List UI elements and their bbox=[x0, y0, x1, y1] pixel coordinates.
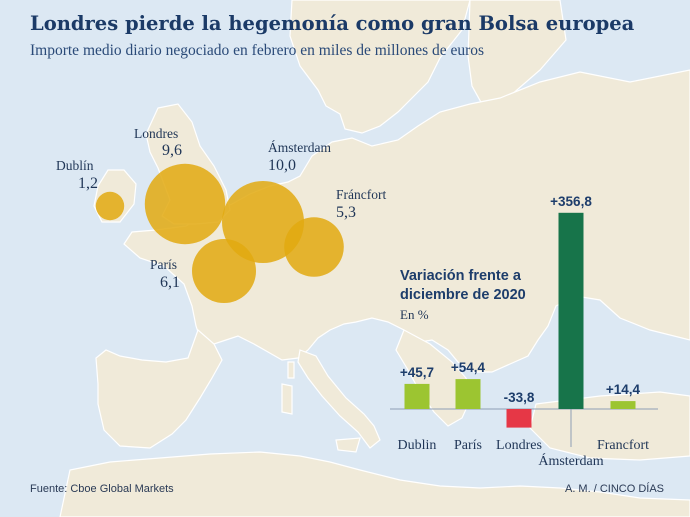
bar-2 bbox=[506, 409, 532, 428]
bubble-label-amsterdam: Ámsterdam bbox=[268, 140, 331, 155]
chart-subtitle: Importe medio diario negociado en febrer… bbox=[30, 42, 485, 59]
bar-1 bbox=[455, 379, 481, 409]
bubble-value-amsterdam: 10,0 bbox=[268, 157, 296, 174]
chart-title: Londres pierde la hegemonía como gran Bo… bbox=[30, 12, 635, 35]
bar-category-label-4: Francfort bbox=[597, 438, 649, 453]
map-iberia bbox=[95, 328, 223, 449]
bubble-value-paris: 6,1 bbox=[160, 274, 180, 291]
bar-category-label-0: Dublin bbox=[398, 438, 437, 453]
bar-value-label-1: +54,4 bbox=[451, 360, 486, 375]
bar-category-label-2: Londres bbox=[496, 438, 542, 453]
bubble-value-londres: 9,6 bbox=[162, 142, 182, 159]
map-sicily bbox=[335, 437, 361, 453]
bubble-amsterdam bbox=[222, 181, 304, 263]
credit-note: A. M. / CINCO DÍAS bbox=[564, 483, 664, 495]
bar-4 bbox=[610, 401, 636, 409]
bubble-label-dublin: Dublín bbox=[56, 158, 94, 173]
bar-value-label-3: +356,8 bbox=[550, 194, 592, 209]
bubble-dublin bbox=[95, 191, 125, 221]
bubble-label-francfort: Fráncfort bbox=[336, 187, 387, 202]
map-corsica bbox=[287, 361, 295, 379]
source-note: Fuente: Cboe Global Markets bbox=[30, 483, 174, 495]
bar-panel-unit: En % bbox=[400, 307, 429, 322]
bubble-value-dublin: 1,2 bbox=[78, 175, 98, 192]
bar-category-label-1: París bbox=[454, 438, 482, 453]
map-sardinia bbox=[281, 383, 293, 415]
bubble-label-londres: Londres bbox=[134, 126, 179, 141]
bubble-londres bbox=[144, 163, 226, 245]
bar-value-label-2: -33,8 bbox=[504, 390, 535, 405]
bar-value-label-0: +45,7 bbox=[400, 365, 434, 380]
bubble-label-paris: París bbox=[150, 257, 177, 272]
map-balkans bbox=[395, 329, 473, 427]
bar-panel-title: Variación frente a diciembre de 2020 bbox=[400, 268, 526, 303]
map-north-africa bbox=[59, 451, 690, 517]
map-scandinavia bbox=[289, 0, 471, 134]
bar-category-label-3: Ámsterdam bbox=[538, 452, 603, 469]
map-italy bbox=[297, 349, 381, 449]
bar-value-label-4: +14,4 bbox=[606, 382, 641, 397]
bubble-value-francfort: 5,3 bbox=[336, 204, 356, 221]
bar-0 bbox=[404, 383, 430, 409]
bar-3 bbox=[558, 212, 584, 409]
